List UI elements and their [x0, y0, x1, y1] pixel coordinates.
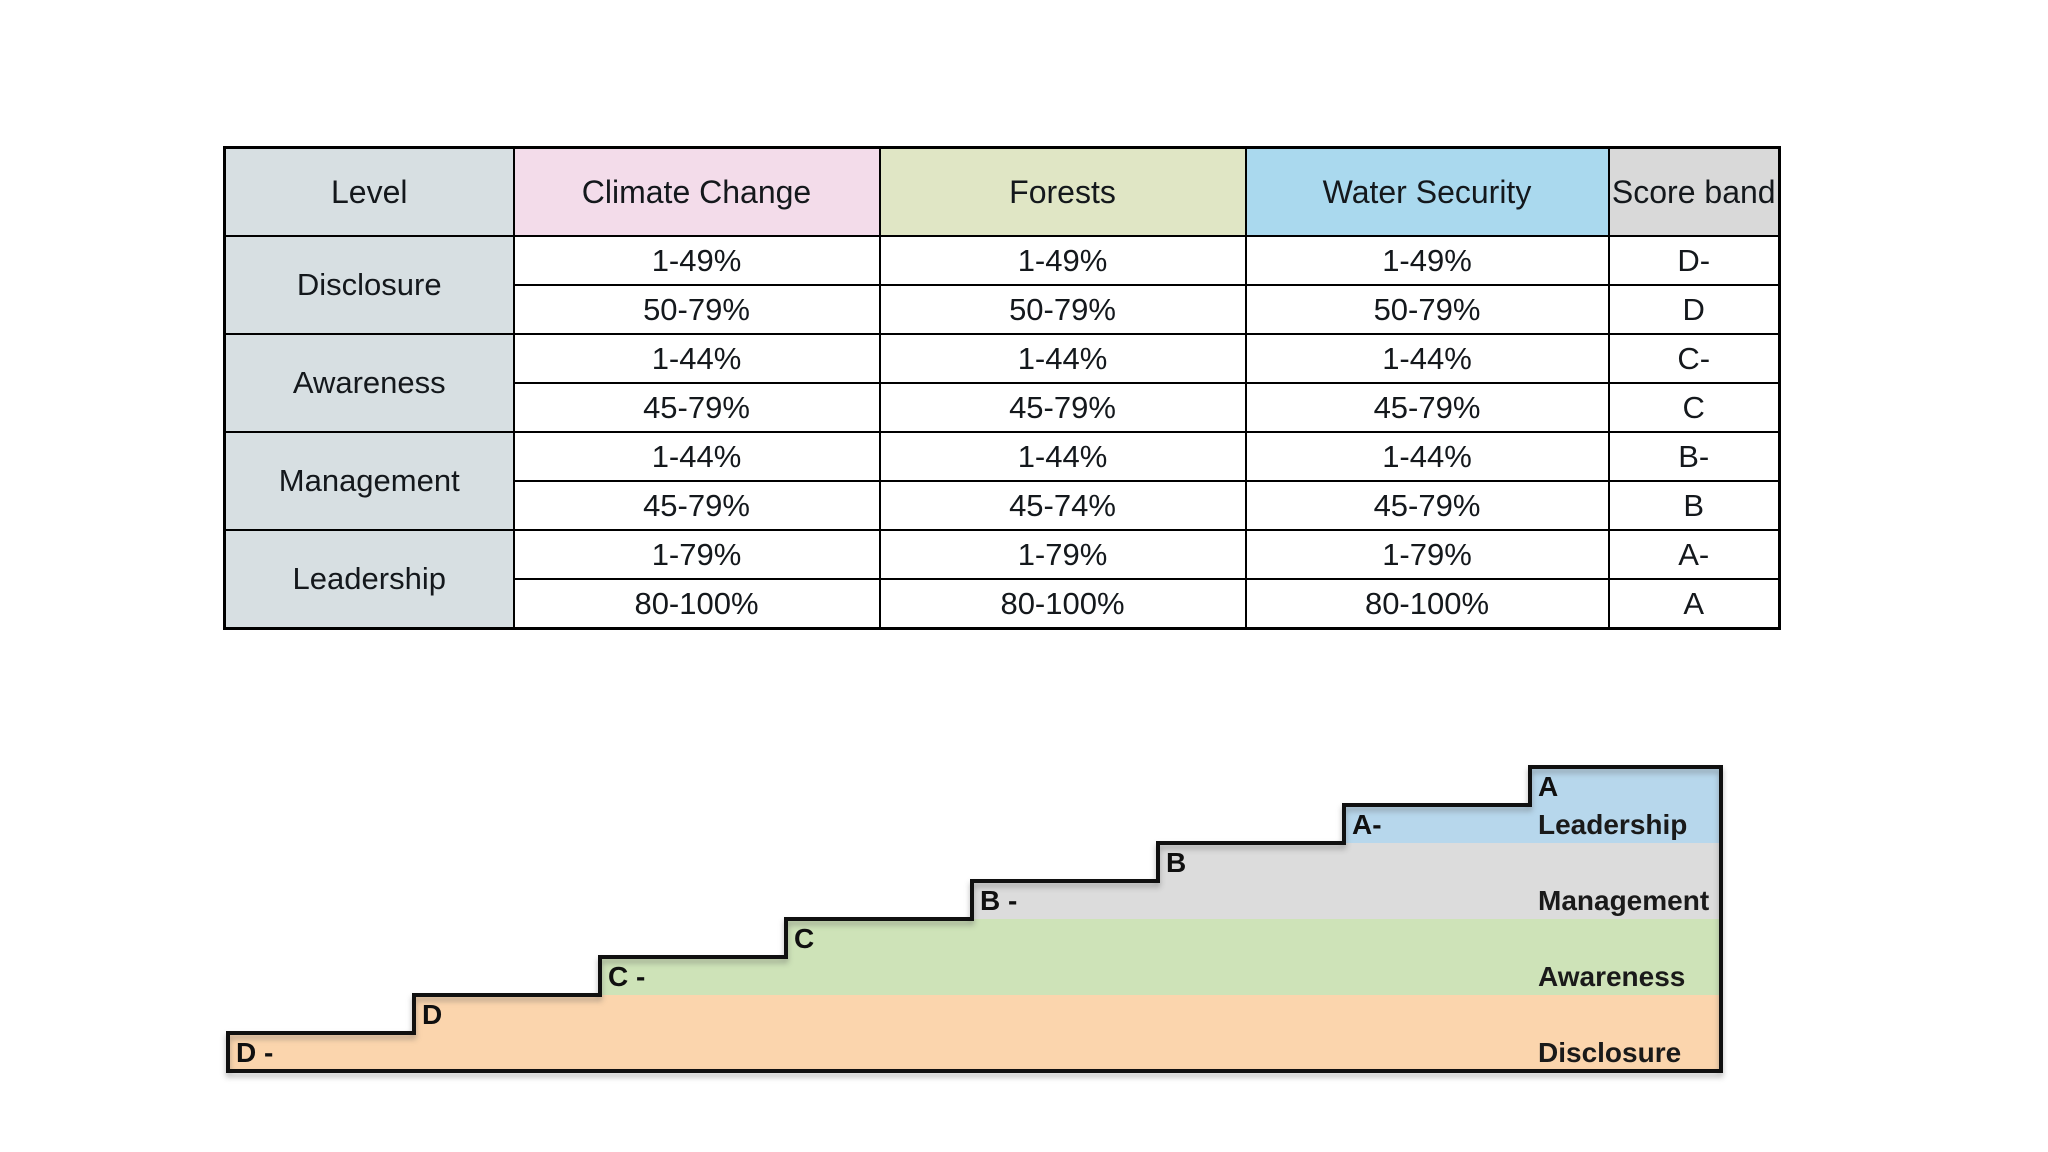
header-level: Level — [223, 146, 515, 237]
step-label-a-minus: A- — [1352, 809, 1382, 840]
table-row: Disclosure 1-49% 1-49% 1-49% D- — [223, 235, 1781, 335]
cell: 45-79% — [1244, 480, 1610, 531]
cell: 45-79% — [512, 480, 881, 531]
score-band-cell: B- — [1607, 431, 1781, 482]
cell: 1-44% — [1244, 431, 1610, 482]
step-label-b-minus: B - — [980, 885, 1017, 916]
step-label-d-minus: D - — [236, 1037, 273, 1068]
cell: 45-79% — [878, 382, 1247, 433]
cell: 1-44% — [1244, 333, 1610, 384]
cell: 50-79% — [1244, 284, 1610, 335]
step-label-d: D — [422, 999, 442, 1030]
band-label-management: Management — [1538, 885, 1709, 916]
cell: 1-44% — [878, 333, 1247, 384]
step-label-b: B — [1166, 847, 1186, 878]
band-label-disclosure: Disclosure — [1538, 1037, 1681, 1068]
score-band-cell: A — [1607, 578, 1781, 630]
table-row: 45-79% 45-79% 45-79% C — [225, 382, 1781, 433]
cell: 1-44% — [512, 333, 881, 384]
step-label-c: C — [794, 923, 814, 954]
band-disclosure — [228, 995, 1721, 1071]
cell: 1-79% — [1244, 529, 1610, 580]
band-leadership — [1344, 767, 1721, 843]
cell: 45-79% — [512, 382, 881, 433]
cell: 80-100% — [878, 578, 1247, 630]
header-score-band: Score band — [1607, 146, 1781, 237]
cell: 1-44% — [512, 431, 881, 482]
header-water-security: Water Security — [1244, 146, 1610, 237]
cell: 80-100% — [1244, 578, 1610, 630]
cell: 1-79% — [512, 529, 881, 580]
cell: 1-49% — [512, 235, 881, 286]
table-row: 45-79% 45-74% 45-79% B — [225, 480, 1781, 531]
table-row: 50-79% 50-79% 50-79% D — [225, 284, 1781, 335]
cell: 45-74% — [878, 480, 1247, 531]
band-label-leadership: Leadership — [1538, 809, 1687, 840]
band-awareness — [600, 919, 1721, 995]
score-band-table: Level Climate Change Forests Water Secur… — [223, 146, 1781, 630]
level-cell-leadership: Leadership — [223, 529, 515, 630]
score-band-cell: C — [1607, 382, 1781, 433]
cell: 1-44% — [878, 431, 1247, 482]
table-row: 80-100% 80-100% 80-100% A — [225, 578, 1781, 630]
cell: 1-49% — [878, 235, 1247, 286]
cell: 45-79% — [1244, 382, 1610, 433]
score-band-cell: D- — [1607, 235, 1781, 286]
step-label-a: A — [1538, 771, 1558, 802]
level-cell-management: Management — [223, 431, 515, 531]
cell: 80-100% — [512, 578, 881, 630]
band-label-awareness: Awareness — [1538, 961, 1685, 992]
step-label-c-minus: C - — [608, 961, 645, 992]
header-climate-change: Climate Change — [512, 146, 881, 237]
cell: 1-79% — [878, 529, 1247, 580]
score-band-cell: C- — [1607, 333, 1781, 384]
table-row: Management 1-44% 1-44% 1-44% B- — [223, 431, 1781, 531]
staircase-outline — [226, 765, 1723, 1073]
level-cell-awareness: Awareness — [223, 333, 515, 433]
table-row: Awareness 1-44% 1-44% 1-44% C- — [223, 333, 1781, 433]
table-row: Leadership 1-79% 1-79% 1-79% A- — [223, 529, 1781, 630]
score-band-cell: D — [1607, 284, 1781, 335]
score-band-cell: B — [1607, 480, 1781, 531]
cell: 50-79% — [878, 284, 1247, 335]
level-cell-disclosure: Disclosure — [223, 235, 515, 335]
score-band-cell: A- — [1607, 529, 1781, 580]
cell: 1-49% — [1244, 235, 1610, 286]
cell: 50-79% — [512, 284, 881, 335]
header-forests: Forests — [878, 146, 1247, 237]
table-header-row: Level Climate Change Forests Water Secur… — [223, 146, 1781, 237]
